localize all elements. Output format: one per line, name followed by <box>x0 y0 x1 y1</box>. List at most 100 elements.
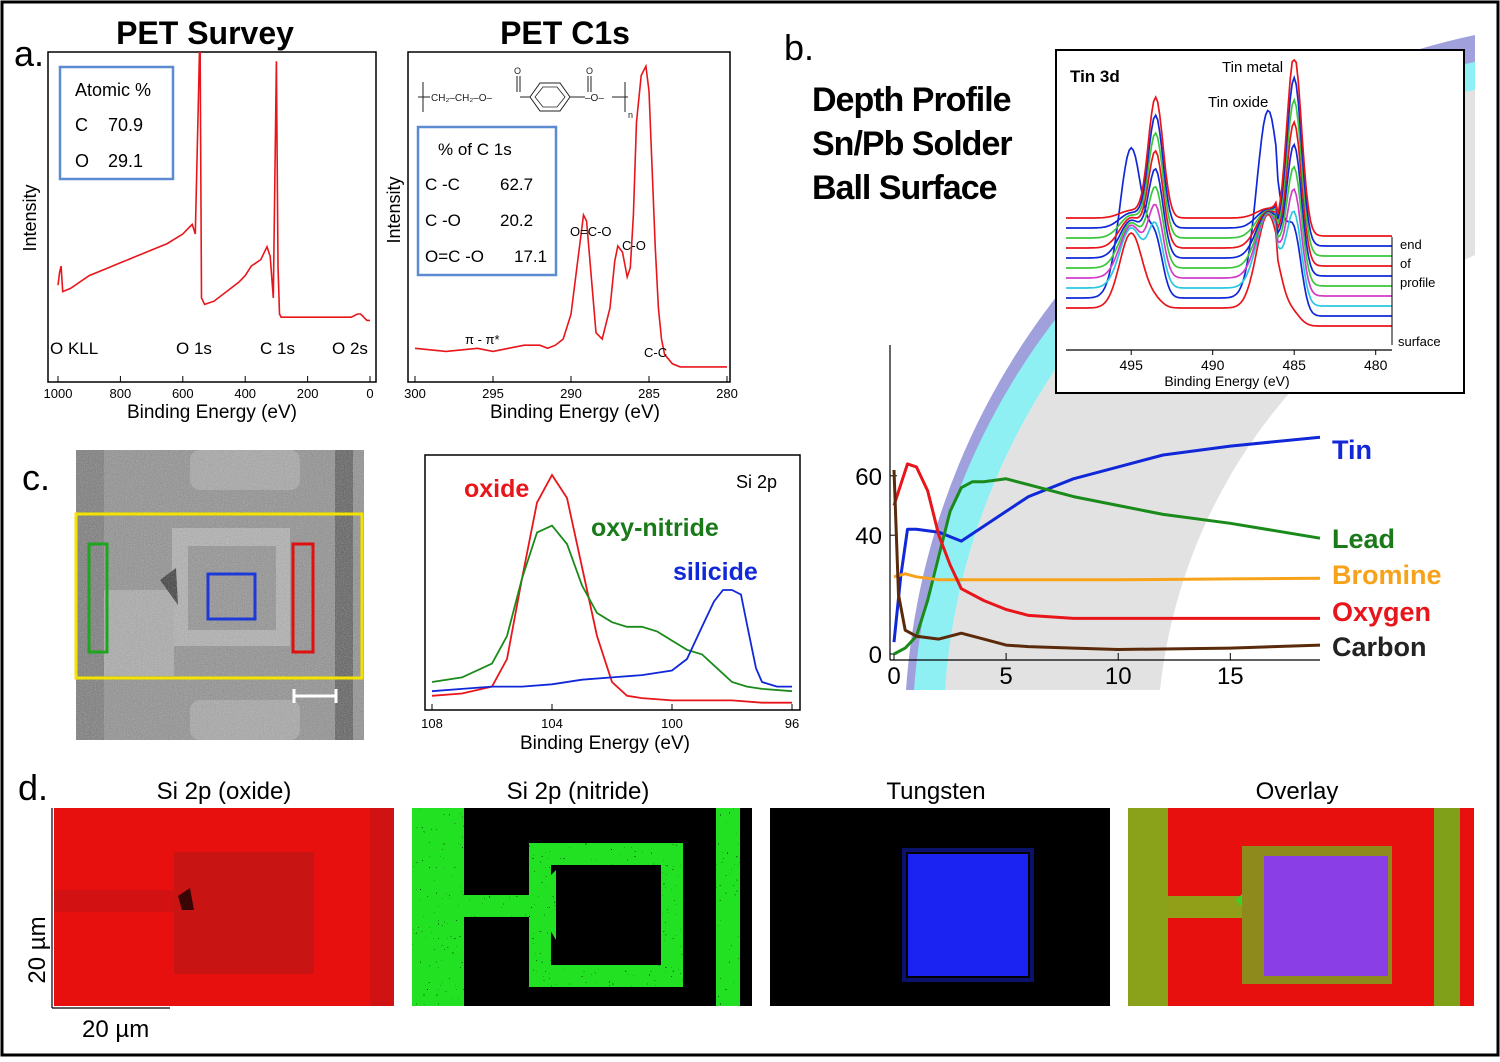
map-oxide <box>54 808 394 1006</box>
peak-label-c-1s: C 1s <box>260 339 295 358</box>
yellow-roi <box>74 512 364 680</box>
survey-tick-label: 600 <box>172 386 194 401</box>
c1s-tick-label: 300 <box>404 386 426 401</box>
depth-profile-ticks: 0 5 10 15 0 40 60 <box>855 464 1243 690</box>
pet-survey-title: PET Survey <box>116 15 294 51</box>
pet-c1s-ylabel: Intensity <box>384 176 404 243</box>
si-2p-chart: 108 104 100 96 Binding Energy (eV) Si 2p ox… <box>421 454 801 754</box>
tin-3d-spectrum <box>1066 74 1392 247</box>
depth-series-lead <box>893 477 1321 656</box>
chemical-maps: Si 2p (oxide) Si 2p (nitride) Tungsten O… <box>24 778 1474 1043</box>
pet-c1s-xlabel: Binding Energy (eV) <box>490 402 660 423</box>
peak-label-o-kll: O KLL <box>50 339 98 358</box>
pet-survey-chart: PET Survey 1000 800 600 400 200 0 Binding Ene… <box>20 15 377 423</box>
si-tick-label: 100 <box>661 716 683 731</box>
si-tick-label: 108 <box>421 716 443 731</box>
tin-3d-spectrum <box>1066 119 1392 267</box>
atomic-row-o-element: O <box>75 151 89 171</box>
atomic-row-c-element: C <box>75 115 88 135</box>
c1s-inset-title: % of C 1s <box>438 140 512 159</box>
sem-noise <box>76 450 364 740</box>
pet-c1s-axes-box <box>407 51 731 383</box>
dp-x-tick-label: 5 <box>999 663 1012 690</box>
si-2p-axes-box <box>424 454 801 711</box>
pet-c1s-x-ticks: 300 295 290 285 280 <box>404 376 738 401</box>
legend-carbon: Carbon <box>1332 632 1427 662</box>
pet-structure: CH₂–CH₂–O– O O –O– n <box>418 66 633 120</box>
c1s-row-cc-value: 62.7 <box>500 175 533 194</box>
depth-profile-series <box>892 435 1321 656</box>
si-2p-x-ticks: 108 104 100 96 <box>421 704 799 731</box>
tin-3d-spectrum <box>1066 187 1392 297</box>
depth-series-tin <box>892 435 1321 643</box>
atomic-row-c-value: 70.9 <box>108 115 143 135</box>
green-roi <box>87 542 109 654</box>
tin-3d-title: Tin 3d <box>1070 67 1120 86</box>
peak-label-o-c-o: O=C-O <box>570 224 612 239</box>
c1s-percent-inset <box>416 125 558 277</box>
map-overlay <box>1128 808 1474 1006</box>
sem-scale-bar <box>292 689 338 703</box>
map-title-overlay: Overlay <box>1256 778 1339 805</box>
red-roi <box>291 542 315 654</box>
si-tick-label: 104 <box>541 716 563 731</box>
dp-y-tick-label: 0 <box>869 642 882 669</box>
si-label-silicide: silicide <box>673 558 758 586</box>
c1s-tick-label: 290 <box>560 386 582 401</box>
pet-c1s-title: PET C1s <box>500 15 630 51</box>
pet-survey-xlabel: Binding Energy (eV) <box>127 402 297 423</box>
map-nitride <box>412 808 752 1006</box>
sem-image <box>74 450 364 740</box>
map-title-nitride: Si 2p (nitride) <box>507 778 650 805</box>
side-label-profile: profile <box>1400 275 1435 290</box>
tin-3d-spectrum <box>1066 58 1392 237</box>
depth-series-bromine <box>893 572 1321 582</box>
structure-oxygen-2: O <box>586 66 593 76</box>
tin-3d-inset-chart: 495 490 485 480 Tin 3d Tin metal Tin oxide … <box>1055 49 1465 394</box>
c1s-tick-label: 280 <box>716 386 738 401</box>
c1s-row-cc-label: C -C <box>425 175 460 194</box>
dp-x-tick-label: 0 <box>887 663 900 690</box>
atomic-percent-inset <box>58 65 175 181</box>
si-2p-title: Si 2p <box>736 472 777 492</box>
panel-letter-b: b. <box>784 27 814 68</box>
si-2p-series <box>431 473 793 704</box>
structure-oxygen-1: O <box>514 66 521 76</box>
panel-letter-c: c. <box>22 457 50 498</box>
blue-roi <box>206 572 257 621</box>
map-title-tungsten: Tungsten <box>886 778 985 805</box>
peak-label-pi-pi: π - π* <box>465 332 500 347</box>
depth-profile-title-line1: Depth Profile <box>812 81 1011 119</box>
side-label-surface: surface <box>1398 334 1441 349</box>
depth-series-oxygen <box>892 462 1320 620</box>
tin-3d-spectrum <box>1066 165 1392 287</box>
c1s-row-oco-label: O=C -O <box>425 247 484 266</box>
legend-oxygen: Oxygen <box>1332 597 1431 627</box>
dp-y-tick-label: 40 <box>855 523 882 550</box>
survey-tick-label: 1000 <box>44 386 73 401</box>
depth-profile-title-line2: Sn/Pb Solder <box>812 125 1012 163</box>
atomic-row-o-value: 29.1 <box>108 151 143 171</box>
si-series-3 <box>431 589 792 693</box>
depth-series-carbon <box>892 469 1321 651</box>
pet-c1s-chart: PET C1s 300 295 290 285 280 Binding Energy (… <box>384 15 738 423</box>
structure-ester: –O– <box>585 93 604 104</box>
peak-label-o-2s: O 2s <box>332 339 368 358</box>
survey-tick-label: 400 <box>234 386 256 401</box>
tin-tick-label: 485 <box>1283 357 1307 373</box>
survey-tick-label: 800 <box>110 386 132 401</box>
pet-survey-axes-box <box>47 51 377 383</box>
si-series-1 <box>431 473 792 704</box>
panel-letter-a: a. <box>14 33 44 74</box>
pet-survey-ylabel: Intensity <box>20 184 40 251</box>
tin-tick-label: 495 <box>1120 357 1144 373</box>
peak-label-c-c: C-C <box>644 345 667 360</box>
legend-bromine: Bromine <box>1332 560 1442 590</box>
dp-x-tick-label: 15 <box>1217 663 1244 690</box>
pet-c1s-series-line <box>414 63 727 368</box>
tin-3d-spectrum <box>1066 97 1392 257</box>
peak-label-c-o: C-O <box>622 238 646 253</box>
map-title-oxide: Si 2p (oxide) <box>157 778 292 805</box>
